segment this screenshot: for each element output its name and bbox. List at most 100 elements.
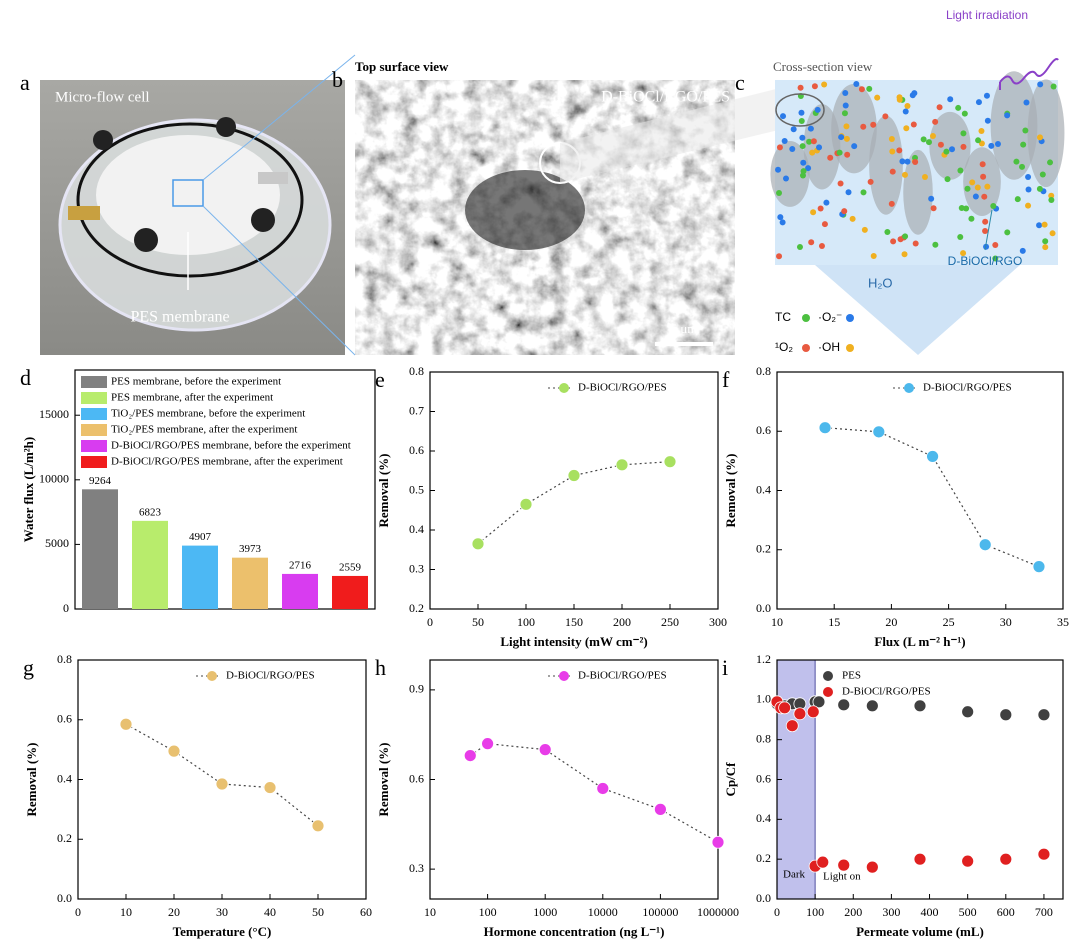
x-tick-label: 0 (75, 905, 81, 919)
x-tick-label: 10000 (588, 905, 618, 919)
x-tick-label: 300 (709, 615, 727, 629)
species-dot (982, 228, 989, 235)
value-label: 2559 (339, 561, 362, 573)
species-dot (901, 251, 908, 258)
species-dot (807, 125, 814, 132)
value-label: 6823 (139, 506, 162, 518)
species-dot (1022, 127, 1029, 134)
plot-frame (776, 371, 1064, 610)
x-tick-label: 20 (168, 905, 180, 919)
legend-text: PES membrane, after the experiment (111, 392, 273, 404)
species-dot (814, 106, 821, 113)
zoom-line (202, 54, 356, 181)
x-tick-label: 200 (844, 905, 862, 919)
bar (132, 520, 168, 609)
value-label: 9264 (89, 475, 112, 487)
species-dot (1049, 230, 1056, 237)
species-dot (776, 144, 783, 151)
x-tick-label: 300 (882, 905, 900, 919)
species-dot (994, 141, 1001, 148)
y-tick-label: 0.8 (756, 364, 771, 378)
panel-label: a (20, 70, 30, 95)
species-dot (1019, 247, 1026, 254)
knob (251, 208, 275, 232)
species-dot (844, 151, 851, 158)
scale-label: 5 μm (671, 321, 698, 336)
species-dot (902, 108, 909, 115)
species-dot (799, 143, 806, 150)
species-dot (858, 86, 865, 93)
x-tick-label: 700 (1035, 905, 1053, 919)
species-dot (1036, 222, 1043, 229)
species-dot (957, 167, 964, 174)
annotation: Dark (783, 869, 805, 881)
legend-dot (846, 314, 854, 322)
pore (831, 83, 877, 174)
species-dot (955, 104, 962, 111)
flow-arrow (815, 265, 1020, 355)
point (654, 802, 667, 816)
knob (134, 228, 158, 252)
legend-text: D-BiOCl/RGO/PES (923, 382, 1012, 394)
species-dot (978, 127, 985, 134)
point (711, 835, 725, 849)
species-dot (1042, 244, 1049, 251)
point (263, 781, 277, 794)
point (538, 743, 552, 757)
light-wave (999, 58, 1059, 85)
x-tick-label: 1000 (533, 905, 557, 919)
y-tick-label: 0.0 (57, 891, 72, 905)
point (865, 860, 879, 874)
y-tick-label: 0.2 (409, 601, 424, 615)
series-line (125, 723, 319, 827)
legend-text: TiO₂/PES membrane, after the experiment (111, 424, 297, 436)
species-dot (818, 242, 825, 249)
species-dot (870, 253, 877, 260)
x-axis-label: Permeate volume (mL) (856, 924, 984, 939)
value-label: 3973 (239, 543, 262, 555)
species-dot (929, 132, 936, 139)
y-axis-label: Cp/Cf (723, 762, 738, 797)
point (311, 819, 325, 833)
species-dot (849, 215, 856, 222)
species-dot (992, 255, 999, 262)
species-dot (912, 158, 919, 165)
y-tick-label: 0.9 (409, 682, 424, 696)
species-dot (932, 241, 939, 248)
legend-text: ·O₂⁻ (818, 310, 842, 324)
species-dot (961, 110, 968, 117)
y-tick-label: 0.3 (409, 861, 424, 875)
bar (82, 489, 118, 609)
species-dot (800, 168, 807, 175)
species-dot (836, 149, 843, 156)
pore (869, 115, 903, 215)
species-dot (975, 137, 982, 144)
species-dot (928, 195, 935, 202)
species-dot (800, 159, 807, 166)
species (775, 81, 1057, 262)
species-dot (810, 209, 817, 216)
species-dot (776, 253, 783, 260)
point (793, 707, 807, 721)
point (215, 777, 229, 791)
species-dot (896, 147, 903, 154)
plot-frame (74, 369, 376, 610)
x-tick-label: 400 (921, 905, 939, 919)
zoom-line (202, 205, 356, 356)
plot-frame (429, 371, 719, 610)
annotation: Light on (823, 871, 861, 883)
x-tick-label: 250 (661, 615, 679, 629)
panel-label: e (375, 367, 385, 392)
x-tick-label: 100000 (642, 905, 678, 919)
series-line (825, 427, 1040, 568)
species-dot (861, 226, 868, 233)
species-dot (930, 205, 937, 212)
species-dot (789, 145, 796, 152)
pore (903, 149, 933, 235)
species-dot (870, 121, 877, 128)
y-axis-label: Removal (%) (24, 742, 39, 816)
legend-text: PES membrane, before the experiment (111, 376, 281, 388)
species-dot (1004, 229, 1011, 236)
zoom-circle (775, 93, 825, 127)
species-dot (980, 173, 987, 180)
